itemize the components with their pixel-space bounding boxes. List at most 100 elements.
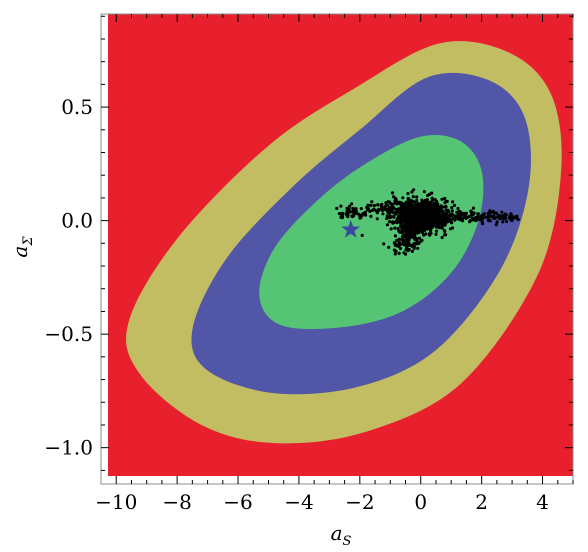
scatter-point: [423, 198, 427, 202]
scatter-point: [411, 211, 415, 215]
scatter-point: [425, 213, 429, 217]
scatter-point: [345, 209, 349, 213]
scatter-point: [442, 228, 446, 233]
scatter-point: [402, 219, 407, 223]
scatter-point: [366, 207, 370, 211]
scatter-point: [489, 214, 493, 218]
scatter-point: [516, 217, 520, 222]
scatter-point: [422, 216, 427, 220]
scatter-point: [416, 246, 420, 250]
scatter-point: [429, 231, 433, 235]
scatter-point: [380, 208, 384, 212]
x-tick-label: 0: [414, 490, 427, 514]
scatter-point: [503, 212, 507, 216]
scatter-point: [347, 207, 351, 211]
scatter-point: [436, 221, 440, 226]
scatter-point: [488, 219, 492, 223]
scatter-point: [348, 210, 352, 214]
scatter-point: [406, 244, 410, 248]
scatter-point: [412, 188, 416, 192]
scatter-point: [403, 252, 408, 256]
scatter-point: [406, 196, 410, 201]
scatter-point: [396, 201, 400, 205]
scatter-point: [410, 244, 414, 248]
scatter-point: [437, 205, 441, 209]
scatter-point: [445, 220, 449, 224]
scatter-point: [431, 211, 435, 215]
scatter-point: [421, 229, 425, 234]
scatter-point: [357, 213, 362, 217]
scatter-point: [412, 233, 416, 237]
scatter-point: [415, 231, 419, 235]
scatter-point: [411, 195, 415, 199]
scatter-point: [374, 209, 378, 213]
scatter-point: [406, 192, 410, 196]
scatter-point: [405, 235, 410, 239]
scatter-point: [397, 251, 401, 255]
scatter-point: [392, 214, 396, 218]
scatter-point: [427, 221, 431, 225]
scatter-point: [410, 217, 414, 222]
scatter-point: [476, 212, 480, 216]
scatter-point: [401, 196, 405, 200]
scatter-point: [428, 215, 433, 219]
scatter-point: [352, 208, 357, 213]
y-axis-label: aΣ: [8, 236, 36, 258]
scatter-point: [407, 227, 411, 232]
scatter-point: [350, 202, 354, 206]
scatter-point: [468, 220, 472, 224]
scatter-point: [410, 230, 414, 234]
scatter-point: [404, 231, 409, 235]
scatter-point: [404, 205, 408, 209]
scatter-point: [401, 203, 405, 207]
scatter-point: [395, 218, 399, 222]
scatter-point: [408, 235, 412, 240]
scatter-point: [423, 205, 427, 209]
scatter-point: [502, 217, 506, 221]
scatter-point: [388, 216, 392, 220]
scatter-point: [416, 207, 420, 211]
y-tick-label: 0.5: [61, 95, 93, 119]
scatter-point: [470, 216, 474, 220]
scatter-point: [410, 222, 414, 227]
scatter-point: [440, 197, 444, 201]
scatter-point: [426, 224, 430, 228]
scatter-point: [431, 219, 435, 224]
scatter-point: [450, 209, 454, 213]
x-axis-label-sub: S: [343, 534, 352, 549]
scatter-point: [486, 215, 491, 219]
scatter-point: [404, 228, 408, 232]
scatter-point: [497, 217, 502, 221]
scatter-point: [390, 191, 395, 195]
scatter-point: [393, 243, 397, 247]
scatter-point: [422, 190, 426, 194]
scatter-point: [413, 217, 417, 221]
scatter-point: [510, 218, 514, 223]
scatter-point: [419, 203, 423, 207]
scatter-point: [400, 227, 404, 231]
scatter-point: [482, 212, 487, 216]
scatter-point: [461, 212, 465, 216]
scatter-point: [498, 214, 502, 218]
x-tick-label: −10: [95, 490, 137, 514]
scatter-point: [431, 198, 435, 202]
scatter-point: [452, 203, 457, 207]
scatter-point: [424, 232, 428, 236]
scatter-point: [397, 208, 401, 212]
scatter-point: [410, 190, 414, 194]
scatter-point: [405, 225, 409, 229]
scatter-point: [398, 246, 402, 251]
scatter-point: [439, 216, 443, 220]
region-1sigma: [259, 135, 484, 330]
scatter-point: [359, 207, 363, 211]
scatter-point: [472, 218, 476, 222]
scatter-point: [501, 220, 505, 224]
scatter-point: [395, 238, 399, 243]
scatter-point: [495, 220, 499, 224]
scatter-point: [448, 213, 452, 217]
scatter-point: [420, 238, 424, 242]
scatter-point: [470, 213, 474, 217]
scatter-point: [486, 211, 490, 215]
scatter-point: [386, 203, 390, 208]
scatter-point: [445, 213, 449, 217]
